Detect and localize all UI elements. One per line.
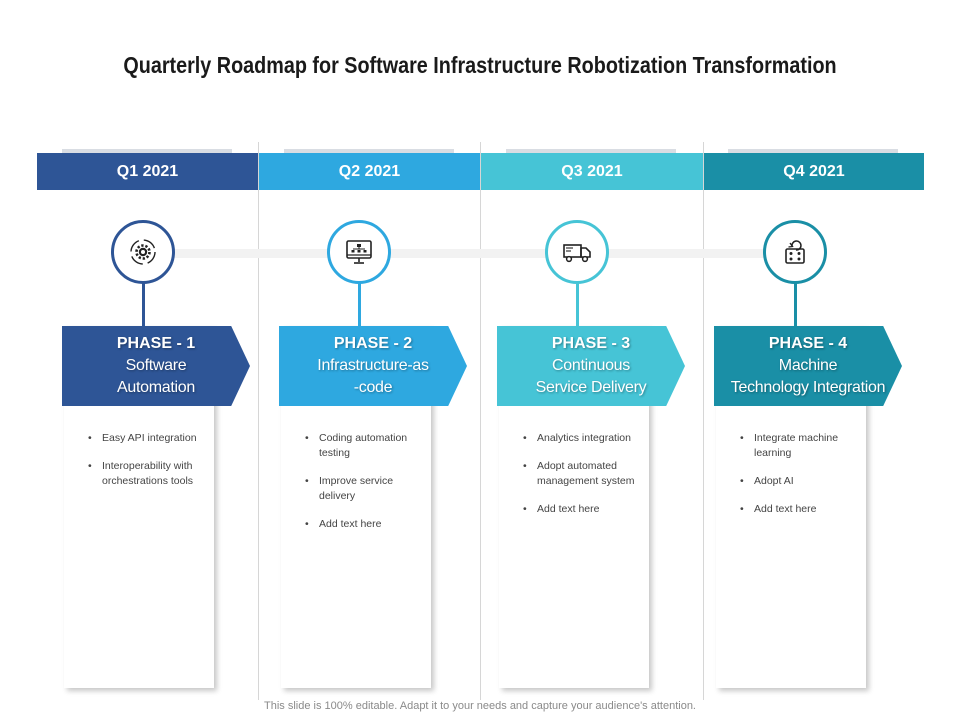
slide-title: Quarterly Roadmap for Software Infrastru…: [123, 52, 837, 78]
footer-note: This slide is 100% editable. Adapt it to…: [264, 700, 696, 712]
milestone-circle-3: [545, 220, 609, 284]
phase-label: PHASE - 3: [551, 335, 631, 352]
phase-stem: [576, 282, 579, 328]
list-item: Improve service delivery: [303, 474, 421, 504]
phase-stem: [142, 282, 145, 328]
quarter-header-q4: Q4 2021: [704, 153, 924, 190]
list-item: Integrate machine learning: [738, 431, 856, 461]
column-divider: [258, 142, 259, 700]
bullet-list-4: Integrate machine learning Adopt AI Add …: [738, 431, 856, 530]
phase-name: Automation: [117, 379, 195, 396]
phase-banner-2: PHASE - 2 Infrastructure-as -code: [279, 326, 467, 406]
list-item: Adopt automated management system: [521, 459, 639, 489]
bullet-list-3: Analytics integration Adopt automated ma…: [521, 431, 639, 530]
phase-banner-4: PHASE - 4 Machine Technology Integration: [714, 326, 902, 406]
quarter-header-q3: Q3 2021: [481, 153, 703, 190]
phase-stem: [794, 282, 797, 328]
phase-name: Infrastructure-as: [317, 357, 429, 374]
list-item: Analytics integration: [521, 431, 639, 446]
phase-name: Service Delivery: [535, 379, 647, 396]
list-item: Easy API integration: [86, 431, 204, 446]
phase-name: -code: [353, 379, 393, 396]
phase-name: Machine: [778, 357, 838, 374]
header-shadow: [728, 149, 898, 155]
milestone-circle-4: [763, 220, 827, 284]
delivery-truck-icon: [563, 244, 591, 263]
phase-label: PHASE - 1: [116, 335, 196, 352]
phase-banner-1: PHASE - 1 Software Automation: [62, 326, 250, 406]
list-item: Interoperability with orchestrations too…: [86, 459, 204, 489]
phase-name: Technology Integration: [730, 379, 886, 396]
quarter-header-q1: Q1 2021: [37, 153, 258, 190]
machine-refresh-icon: [785, 240, 805, 264]
phase-stem: [358, 282, 361, 328]
header-shadow: [284, 149, 454, 155]
list-item: Add text here: [303, 517, 421, 532]
list-item: Coding automation testing: [303, 431, 421, 461]
phase-name: Continuous: [552, 357, 630, 374]
phase-name: Software: [125, 357, 187, 374]
column-divider: [480, 142, 481, 700]
milestone-circle-1: [111, 220, 175, 284]
column-divider: [703, 142, 704, 700]
bullet-list-1: Easy API integration Interoperability wi…: [86, 431, 204, 502]
header-shadow: [62, 149, 232, 155]
list-item: Adopt AI: [738, 474, 856, 489]
list-item: Add text here: [738, 502, 856, 517]
gear-cycle-icon: [130, 239, 156, 265]
header-shadow: [506, 149, 676, 155]
phase-banner-3: PHASE - 3 Continuous Service Delivery: [497, 326, 685, 406]
quarter-header-q2: Q2 2021: [259, 153, 480, 190]
phase-label: PHASE - 4: [768, 335, 848, 352]
bullet-list-2: Coding automation testing Improve servic…: [303, 431, 421, 545]
milestone-circle-2: [327, 220, 391, 284]
monitor-network-icon: [346, 240, 372, 264]
timeline-connector: [144, 249, 796, 258]
list-item: Add text here: [521, 502, 639, 517]
phase-label: PHASE - 2: [333, 335, 413, 352]
